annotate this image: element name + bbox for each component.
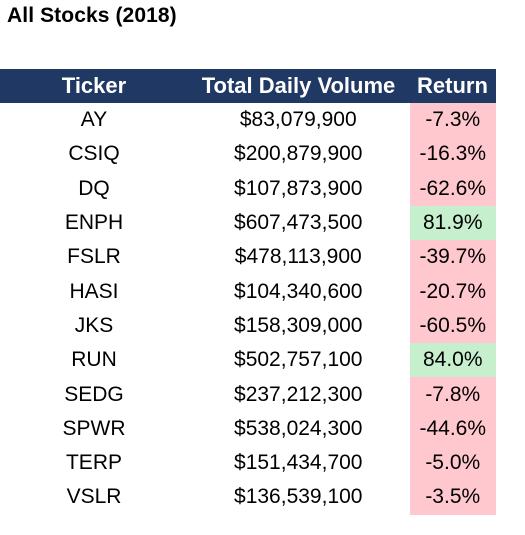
return-cell[interactable]: -44.6% bbox=[408, 411, 496, 446]
volume-cell[interactable]: $538,024,300 bbox=[234, 416, 363, 440]
ticker-cell[interactable]: HASI bbox=[69, 279, 119, 303]
ticker-cell[interactable]: SEDG bbox=[64, 382, 124, 406]
table-row: RUN $502,757,100 84.0% bbox=[0, 343, 496, 378]
total-daily-volume-column-header[interactable]: Total Daily Volume bbox=[201, 73, 396, 98]
return-cell[interactable]: -39.7% bbox=[408, 240, 496, 275]
return-cell[interactable]: -16.3% bbox=[408, 137, 496, 172]
sheet-title: All Stocks (2018) bbox=[7, 4, 177, 27]
ticker-cell[interactable]: FSLR bbox=[67, 245, 121, 269]
volume-cell[interactable]: $107,873,900 bbox=[234, 176, 363, 200]
table-row: SEDG $237,212,300 -7.8% bbox=[0, 377, 496, 412]
table-body: AY $83,079,900 -7.3% CSIQ $200,879,900 -… bbox=[0, 103, 496, 515]
volume-cell[interactable]: $151,434,700 bbox=[234, 451, 363, 475]
volume-cell[interactable]: $136,539,100 bbox=[234, 485, 363, 509]
ticker-cell[interactable]: CSIQ bbox=[68, 142, 120, 166]
volume-cell[interactable]: $478,113,900 bbox=[234, 245, 362, 269]
return-cell[interactable]: -7.3% bbox=[408, 103, 496, 138]
volume-cell[interactable]: $502,757,100 bbox=[234, 348, 363, 372]
return-cell[interactable]: -7.8% bbox=[408, 377, 496, 412]
ticker-cell[interactable]: AY bbox=[80, 108, 108, 132]
table-row: VSLR $136,539,100 -3.5% bbox=[0, 480, 496, 515]
ticker-cell[interactable]: TERP bbox=[65, 451, 122, 475]
return-cell[interactable]: -20.7% bbox=[408, 274, 496, 309]
ticker-cell[interactable]: ENPH bbox=[64, 211, 124, 235]
return-cell[interactable]: -62.6% bbox=[408, 171, 496, 206]
ticker-cell[interactable]: DQ bbox=[78, 176, 110, 200]
volume-cell[interactable]: $237,212,300 bbox=[234, 382, 363, 406]
return-cell[interactable]: -3.5% bbox=[408, 480, 496, 515]
table-row: AY $83,079,900 -7.3% bbox=[0, 103, 496, 138]
return-cell[interactable]: -5.0% bbox=[408, 445, 496, 481]
table-row: FSLR $478,113,900 -39.7% bbox=[0, 240, 496, 275]
return-column-header[interactable]: Return bbox=[417, 73, 488, 98]
stocks-table: Ticker Total Daily Volume Return AY $83,… bbox=[0, 69, 496, 515]
return-cell[interactable]: -60.5% bbox=[408, 308, 496, 344]
ticker-cell[interactable]: SPWR bbox=[62, 416, 126, 440]
ticker-column-header[interactable]: Ticker bbox=[61, 73, 127, 98]
return-cell[interactable]: 81.9% bbox=[408, 205, 496, 241]
table-header-row: Ticker Total Daily Volume Return bbox=[0, 69, 496, 103]
return-cell[interactable]: 84.0% bbox=[408, 343, 496, 378]
volume-cell[interactable]: $607,473,500 bbox=[234, 211, 363, 235]
ticker-cell[interactable]: RUN bbox=[71, 348, 117, 372]
table-row: DQ $107,873,900 -62.6% bbox=[0, 171, 496, 206]
table-row: JKS $158,309,000 -60.5% bbox=[0, 308, 496, 344]
volume-cell[interactable]: $200,879,900 bbox=[234, 142, 363, 166]
ticker-cell[interactable]: JKS bbox=[74, 313, 114, 337]
table-row: TERP $151,434,700 -5.0% bbox=[0, 445, 496, 481]
volume-cell[interactable]: $83,079,900 bbox=[239, 108, 357, 132]
volume-cell[interactable]: $158,309,000 bbox=[234, 313, 363, 337]
table-row: ENPH $607,473,500 81.9% bbox=[0, 205, 496, 241]
table-row: HASI $104,340,600 -20.7% bbox=[0, 274, 496, 309]
volume-cell[interactable]: $104,340,600 bbox=[234, 279, 363, 303]
ticker-cell[interactable]: VSLR bbox=[66, 485, 122, 509]
table-row: CSIQ $200,879,900 -16.3% bbox=[0, 137, 496, 172]
table-row: SPWR $538,024,300 -44.6% bbox=[0, 411, 496, 446]
